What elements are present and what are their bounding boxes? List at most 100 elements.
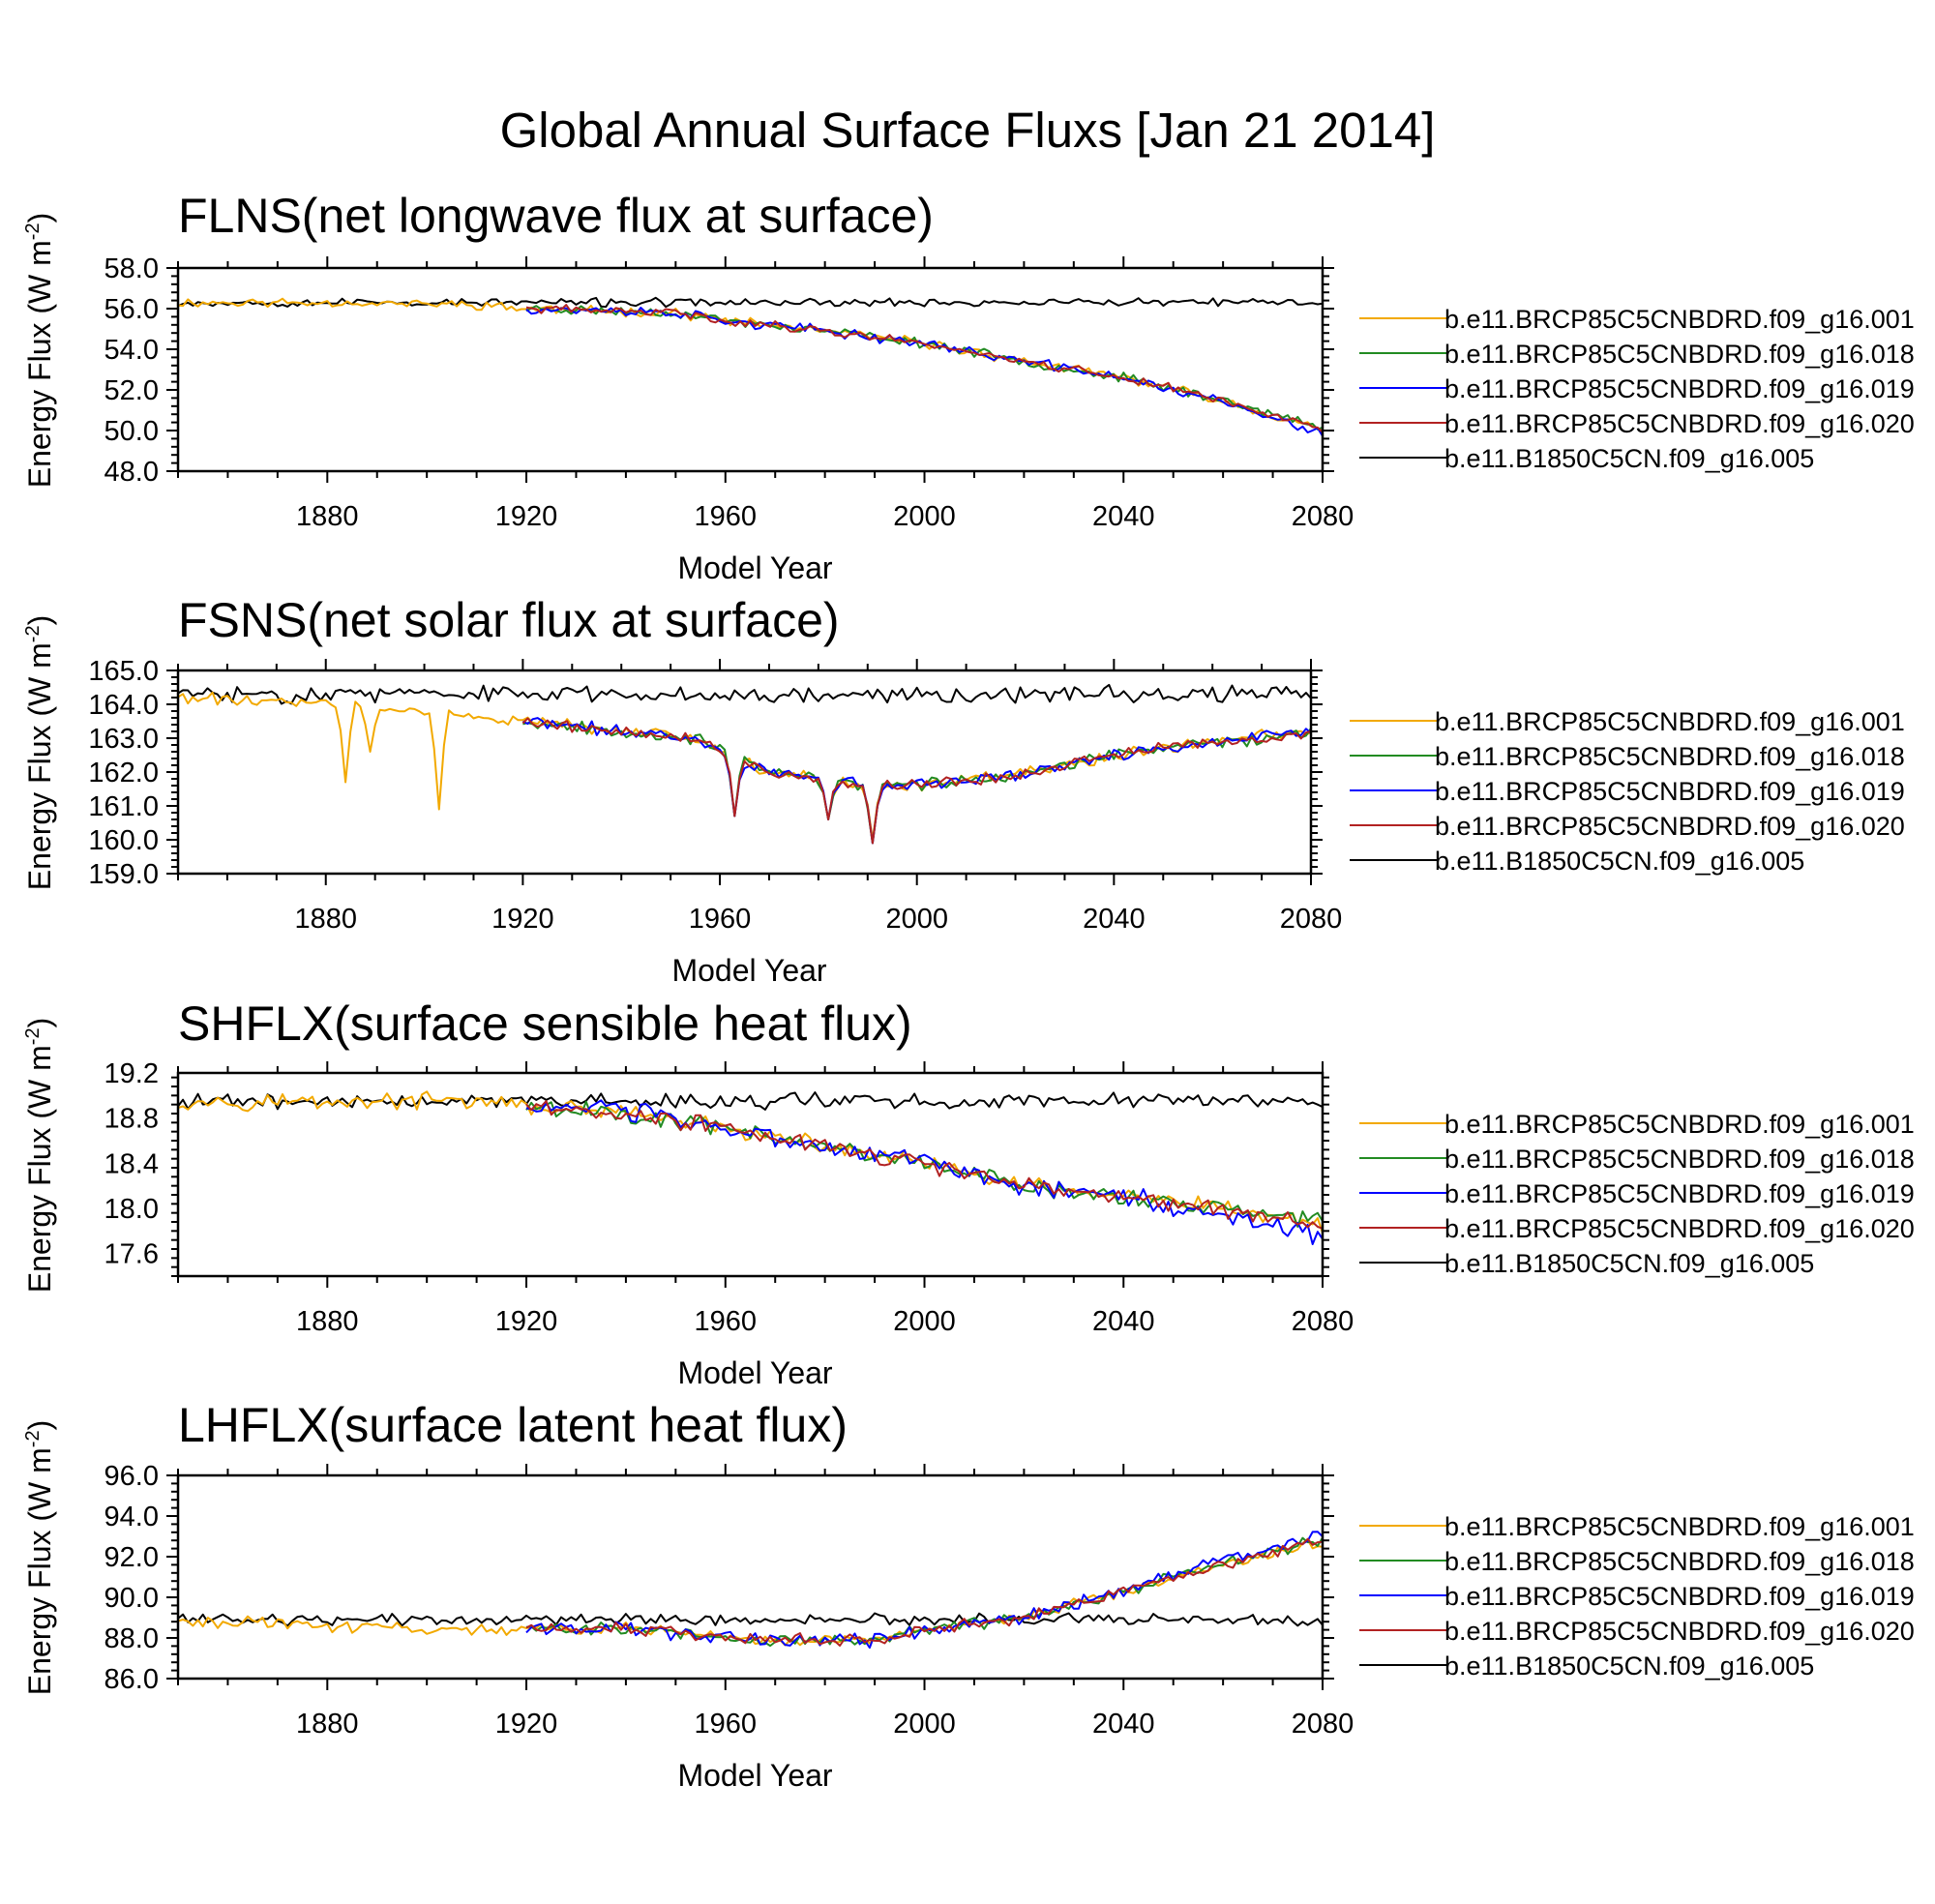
series-line xyxy=(521,717,1311,845)
panel-1: FLNS(net longwave flux at surface) 1880 19… xyxy=(22,189,1915,585)
y-tick-label: 48.0 xyxy=(104,457,159,488)
x-axis-label: Model Year xyxy=(677,550,832,585)
y-tick-label: 18.4 xyxy=(104,1148,159,1179)
legend-label: b.e11.BRCP85C5CNBDRD.f09_g16.001 xyxy=(1435,707,1905,736)
legend-label: b.e11.B1850C5CN.f09_g16.005 xyxy=(1444,1249,1814,1278)
x-tick-label: 2000 xyxy=(893,1306,956,1337)
legend-label: b.e11.BRCP85C5CNBDRD.f09_g16.018 xyxy=(1444,1145,1915,1174)
y-tick-label: 164.0 xyxy=(88,690,159,721)
y-tick-label: 161.0 xyxy=(88,791,159,822)
y-tick-label: 58.0 xyxy=(104,253,159,284)
series-line xyxy=(521,717,1311,845)
series-line xyxy=(178,1090,1323,1234)
series-line xyxy=(525,1536,1323,1648)
y-tick-label: 96.0 xyxy=(104,1461,159,1492)
series-line xyxy=(525,1100,1323,1228)
legend: b.e11.BRCP85C5CNBDRD.f09_g16.001 b.e11.BR… xyxy=(1359,305,1915,473)
y-tick-label: 18.8 xyxy=(104,1104,159,1135)
x-tick-label: 1880 xyxy=(294,904,357,935)
legend-label: b.e11.BRCP85C5CNBDRD.f09_g16.001 xyxy=(1444,305,1915,334)
y-tick-label: 54.0 xyxy=(104,335,159,366)
series-line xyxy=(525,307,1323,437)
legend: b.e11.BRCP85C5CNBDRD.f09_g16.001 b.e11.BR… xyxy=(1350,707,1905,876)
x-tick-label: 2080 xyxy=(1292,1709,1354,1740)
x-tick-label: 2080 xyxy=(1292,1306,1354,1337)
plot-frame xyxy=(176,1473,1325,1681)
legend: b.e11.BRCP85C5CNBDRD.f09_g16.001 b.e11.BR… xyxy=(1359,1512,1915,1681)
axis-ticks xyxy=(166,1464,1334,1690)
series-line xyxy=(178,1538,1323,1647)
legend-label: b.e11.BRCP85C5CNBDRD.f09_g16.019 xyxy=(1444,1582,1915,1611)
series-line xyxy=(525,305,1323,431)
legend-label: b.e11.BRCP85C5CNBDRD.f09_g16.020 xyxy=(1444,1214,1915,1243)
x-tick-label: 1960 xyxy=(695,501,758,532)
series-line xyxy=(178,297,1323,432)
panel-title: SHFLX(surface sensible heat flux) xyxy=(178,997,912,1051)
x-tick-label: 2040 xyxy=(1092,1709,1155,1740)
panel-3: SHFLX(surface sensible heat flux) 1880 192… xyxy=(22,997,1915,1390)
series-line xyxy=(178,691,1311,841)
legend-label: b.e11.B1850C5CN.f09_g16.005 xyxy=(1444,444,1814,473)
y-axis-label: Energy Flux (W m-2) xyxy=(22,1420,57,1695)
legend-label: b.e11.BRCP85C5CNBDRD.f09_g16.018 xyxy=(1444,1547,1915,1576)
series-line xyxy=(178,1612,1323,1627)
x-tick-label: 1880 xyxy=(296,501,359,532)
x-tick-label: 1960 xyxy=(695,1709,758,1740)
y-tick-label: 162.0 xyxy=(88,758,159,788)
legend-label: b.e11.BRCP85C5CNBDRD.f09_g16.001 xyxy=(1444,1110,1915,1139)
y-axis-label: Energy Flux (W m-2) xyxy=(22,615,57,890)
series-line xyxy=(178,1091,1323,1111)
legend-label: b.e11.BRCP85C5CNBDRD.f09_g16.019 xyxy=(1444,374,1915,403)
y-axis-label: Energy Flux (W m-2) xyxy=(22,213,57,488)
y-tick-label: 19.2 xyxy=(104,1058,159,1089)
x-tick-label: 1880 xyxy=(296,1709,359,1740)
legend-label: b.e11.B1850C5CN.f09_g16.005 xyxy=(1435,847,1804,876)
y-tick-label: 56.0 xyxy=(104,294,159,325)
y-tick-label: 92.0 xyxy=(104,1542,159,1573)
plot-frame xyxy=(176,266,1325,473)
y-tick-label: 17.6 xyxy=(104,1239,159,1270)
y-tick-label: 90.0 xyxy=(104,1583,159,1614)
legend-label: b.e11.BRCP85C5CNBDRD.f09_g16.001 xyxy=(1444,1512,1915,1541)
x-tick-label: 1920 xyxy=(495,1709,558,1740)
legend: b.e11.BRCP85C5CNBDRD.f09_g16.001 b.e11.BR… xyxy=(1359,1110,1915,1278)
axis-ticks xyxy=(166,256,1334,483)
x-tick-label: 2080 xyxy=(1280,904,1343,935)
series-line xyxy=(525,304,1323,433)
x-tick-label: 2000 xyxy=(885,904,948,935)
x-tick-label: 1960 xyxy=(689,904,752,935)
legend-label: b.e11.BRCP85C5CNBDRD.f09_g16.020 xyxy=(1444,1617,1915,1646)
y-tick-label: 94.0 xyxy=(104,1502,159,1532)
plot-frame xyxy=(176,1071,1325,1278)
x-tick-label: 1920 xyxy=(495,1306,558,1337)
x-tick-label: 2080 xyxy=(1292,501,1354,532)
legend-label: b.e11.BRCP85C5CNBDRD.f09_g16.020 xyxy=(1444,409,1915,438)
figure-title: Global Annual Surface Fluxs [Jan 21 2014… xyxy=(500,103,1436,158)
axis-ticks xyxy=(166,659,1323,885)
legend-label: b.e11.BRCP85C5CNBDRD.f09_g16.018 xyxy=(1444,340,1915,369)
x-tick-label: 1920 xyxy=(491,904,554,935)
series-line xyxy=(525,1100,1323,1230)
series-line xyxy=(522,720,1311,845)
legend-label: b.e11.BRCP85C5CNBDRD.f09_g16.019 xyxy=(1435,777,1905,806)
x-tick-label: 2000 xyxy=(893,1709,956,1740)
panel-title: FSNS(net solar flux at surface) xyxy=(178,593,840,647)
y-tick-label: 50.0 xyxy=(104,416,159,447)
series-line xyxy=(525,1537,1323,1647)
y-tick-label: 18.0 xyxy=(104,1194,159,1225)
x-tick-label: 2040 xyxy=(1092,501,1155,532)
x-tick-label: 1960 xyxy=(695,1306,758,1337)
x-axis-label: Model Year xyxy=(677,1758,832,1793)
x-tick-label: 1920 xyxy=(495,501,558,532)
panel-title: LHFLX(surface latent heat flux) xyxy=(178,1398,848,1452)
y-tick-label: 163.0 xyxy=(88,724,159,755)
y-tick-label: 165.0 xyxy=(88,656,159,687)
x-tick-label: 1880 xyxy=(296,1306,359,1337)
y-tick-label: 160.0 xyxy=(88,825,159,856)
y-tick-label: 86.0 xyxy=(104,1664,159,1695)
panel-4: LHFLX(surface latent heat flux) 1880 1920 1… xyxy=(22,1398,1915,1793)
y-axis-label: Energy Flux (W m-2) xyxy=(22,1018,57,1293)
y-tick-label: 159.0 xyxy=(88,859,159,890)
x-tick-label: 2040 xyxy=(1083,904,1146,935)
